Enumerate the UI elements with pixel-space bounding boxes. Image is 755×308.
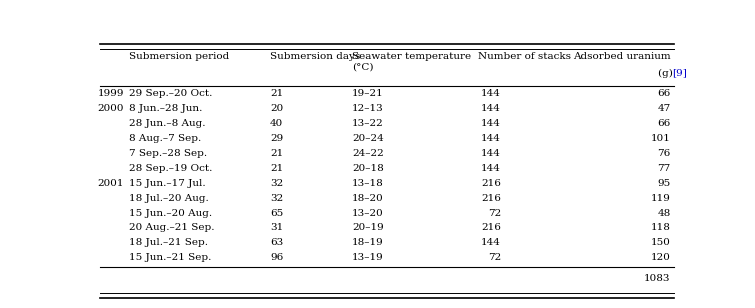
Text: 29: 29 (270, 134, 283, 143)
Text: 216: 216 (481, 194, 501, 203)
Text: 15 Jun.–17 Jul.: 15 Jun.–17 Jul. (130, 179, 206, 188)
Text: 20 Aug.–21 Sep.: 20 Aug.–21 Sep. (130, 224, 215, 233)
Text: 120: 120 (651, 253, 670, 262)
Text: 28 Jun.–8 Aug.: 28 Jun.–8 Aug. (130, 119, 206, 128)
Text: 118: 118 (651, 224, 670, 233)
Text: 1083: 1083 (644, 274, 670, 283)
Text: 21: 21 (270, 164, 283, 173)
Text: 21: 21 (270, 149, 283, 158)
Text: 8 Jun.–28 Jun.: 8 Jun.–28 Jun. (130, 104, 203, 113)
Text: 12–13: 12–13 (352, 104, 384, 113)
Text: 144: 144 (481, 134, 501, 143)
Text: 119: 119 (651, 194, 670, 203)
Text: 48: 48 (658, 209, 670, 217)
Text: 28 Sep.–19 Oct.: 28 Sep.–19 Oct. (130, 164, 213, 173)
Text: 29 Sep.–20 Oct.: 29 Sep.–20 Oct. (130, 89, 213, 98)
Text: 144: 144 (481, 149, 501, 158)
Text: Submersion period: Submersion period (130, 52, 230, 61)
Text: 18–20: 18–20 (352, 194, 384, 203)
Text: 32: 32 (270, 194, 283, 203)
Text: Number of stacks: Number of stacks (478, 52, 571, 61)
Text: 66: 66 (658, 119, 670, 128)
Text: 18–19: 18–19 (352, 238, 384, 247)
Text: 8 Aug.–7 Sep.: 8 Aug.–7 Sep. (130, 134, 202, 143)
Text: Seawater temperature
(°C): Seawater temperature (°C) (352, 52, 471, 71)
Text: 144: 144 (481, 119, 501, 128)
Text: 18 Jul.–20 Aug.: 18 Jul.–20 Aug. (130, 194, 209, 203)
Text: 65: 65 (270, 209, 283, 217)
Text: Adsorbed uranium: Adsorbed uranium (573, 52, 670, 61)
Text: 18 Jul.–21 Sep.: 18 Jul.–21 Sep. (130, 238, 208, 247)
Text: 13–19: 13–19 (352, 253, 384, 262)
Text: 13–20: 13–20 (352, 209, 384, 217)
Text: 40: 40 (270, 119, 283, 128)
Text: 20–18: 20–18 (352, 164, 384, 173)
Text: 150: 150 (651, 238, 670, 247)
Text: 7 Sep.–28 Sep.: 7 Sep.–28 Sep. (130, 149, 208, 158)
Text: 31: 31 (270, 224, 283, 233)
Text: 19–21: 19–21 (352, 89, 384, 98)
Text: 1999: 1999 (97, 89, 124, 98)
Text: 144: 144 (481, 104, 501, 113)
Text: 2001: 2001 (97, 179, 124, 188)
Text: 144: 144 (481, 89, 501, 98)
Text: 72: 72 (488, 253, 501, 262)
Text: 72: 72 (488, 209, 501, 217)
Text: 76: 76 (658, 149, 670, 158)
Text: 96: 96 (270, 253, 283, 262)
Text: 20–19: 20–19 (352, 224, 384, 233)
Text: 15 Jun.–20 Aug.: 15 Jun.–20 Aug. (130, 209, 213, 217)
Text: 66: 66 (658, 89, 670, 98)
Text: 63: 63 (270, 238, 283, 247)
Text: 101: 101 (651, 134, 670, 143)
Text: 144: 144 (481, 238, 501, 247)
Text: 144: 144 (481, 164, 501, 173)
Text: (g): (g) (658, 69, 676, 78)
Text: 20–24: 20–24 (352, 134, 384, 143)
Text: 20: 20 (270, 104, 283, 113)
Text: 15 Jun.–21 Sep.: 15 Jun.–21 Sep. (130, 253, 212, 262)
Text: [9]: [9] (673, 69, 687, 78)
Text: 13–18: 13–18 (352, 179, 384, 188)
Text: Submersion days: Submersion days (270, 52, 360, 61)
Text: 24–22: 24–22 (352, 149, 384, 158)
Text: 216: 216 (481, 224, 501, 233)
Text: 13–22: 13–22 (352, 119, 384, 128)
Text: 21: 21 (270, 89, 283, 98)
Text: 77: 77 (658, 164, 670, 173)
Text: 32: 32 (270, 179, 283, 188)
Text: 2000: 2000 (97, 104, 124, 113)
Text: 216: 216 (481, 179, 501, 188)
Text: 95: 95 (658, 179, 670, 188)
Text: 47: 47 (658, 104, 670, 113)
